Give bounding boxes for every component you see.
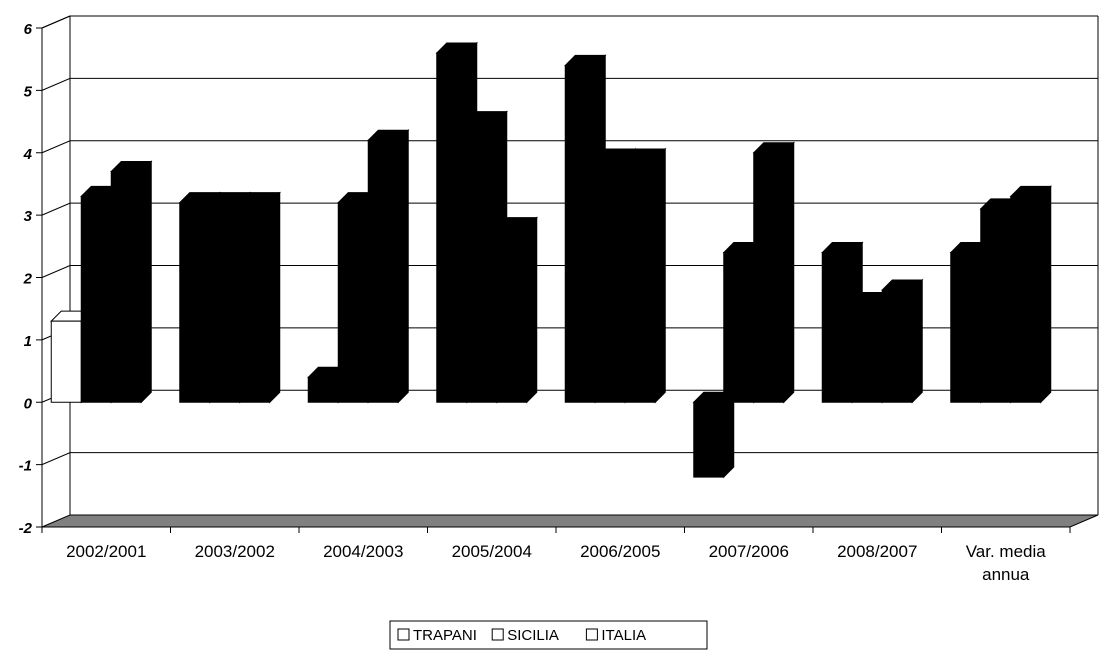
bar-side	[654, 147, 666, 404]
bar-front	[693, 401, 725, 478]
bar-italia-3	[495, 216, 538, 404]
gridline	[41, 140, 1098, 154]
y-tick-label: 5	[24, 83, 33, 100]
bar-side	[140, 160, 152, 404]
bar-italia-6	[881, 278, 924, 404]
bar-italia-5	[752, 141, 795, 404]
legend-box	[389, 620, 708, 650]
bar-front	[851, 301, 883, 403]
floor	[41, 514, 1099, 528]
bar-side	[723, 391, 735, 479]
x-tick-label: annua	[982, 565, 1030, 584]
x-tick-label: 2004/2003	[323, 542, 403, 561]
y-tick-label: 1	[24, 333, 32, 350]
bar-italia-1	[238, 191, 281, 404]
bar-italia-7	[1009, 185, 1052, 404]
bar-front	[980, 208, 1012, 403]
x-tick-label: 2008/2007	[837, 542, 917, 561]
x-tick-label: 2002/2001	[66, 542, 146, 561]
bar-front	[307, 376, 339, 403]
y-tick-label: -1	[19, 458, 32, 475]
bar-front	[80, 195, 112, 403]
bar-front	[50, 320, 82, 403]
bar-italia-4	[624, 147, 667, 404]
y-tick-label: 2	[23, 271, 33, 288]
bar-front	[337, 202, 369, 403]
x-tick-label: 2007/2006	[709, 542, 789, 561]
gridline	[41, 15, 1098, 29]
bar-front	[496, 227, 528, 403]
bar-side	[526, 216, 538, 404]
bar-italia-2	[367, 129, 410, 404]
bar-front	[239, 202, 271, 403]
y-tick-label: -2	[19, 520, 33, 537]
bar-front	[436, 52, 468, 403]
chart-floor	[41, 514, 1099, 528]
bars	[50, 41, 1052, 479]
bar-front	[723, 252, 755, 403]
legend-swatch-trapani	[397, 628, 410, 641]
bar-front	[110, 170, 142, 403]
y-tick-label: 3	[24, 208, 33, 225]
bar-trapani-5	[692, 391, 735, 479]
bar-front	[821, 252, 853, 403]
legend-label-sicilia: SICILIA	[507, 627, 559, 644]
y-tick-label: 0	[24, 395, 33, 412]
bar-side	[269, 191, 281, 404]
axis-labels: 6 5 4 3 2 1 0 -1 -2 2002/2001 2003/2002 2004/2003 20…	[19, 21, 1047, 584]
gridline	[41, 77, 1098, 91]
bar-italia-0	[110, 160, 153, 404]
bar-front	[209, 202, 241, 403]
bar-side	[1040, 185, 1052, 404]
bar-side	[911, 278, 923, 404]
bar-front	[466, 121, 498, 403]
bar-front	[179, 202, 211, 403]
bar-front	[881, 289, 913, 403]
bar-front	[1010, 195, 1042, 403]
axes	[36, 27, 1071, 533]
legend: TRAPANI SICILIA ITALIA	[389, 620, 708, 650]
x-tick-label: 2005/2004	[452, 542, 532, 561]
y-tick-label: 6	[24, 21, 33, 38]
legend-swatch-sicilia	[491, 628, 504, 641]
bar-side	[783, 141, 795, 404]
bar-front	[753, 152, 785, 403]
legend-swatch-italia	[585, 628, 598, 641]
gridline	[41, 452, 1098, 466]
bar-front	[950, 252, 982, 403]
bar-front	[564, 64, 596, 403]
x-tick-label: 2003/2002	[195, 542, 275, 561]
y-tick-label: 4	[23, 146, 33, 163]
bar-side	[397, 129, 409, 404]
bar-front	[367, 139, 399, 403]
bar-front	[624, 158, 656, 403]
x-tick-label: Var. media	[966, 542, 1047, 561]
x-tick-label: 2006/2005	[580, 542, 660, 561]
bar-front	[594, 158, 626, 403]
legend-label-trapani: TRAPANI	[413, 627, 477, 644]
legend-label-italia: ITALIA	[601, 627, 646, 644]
